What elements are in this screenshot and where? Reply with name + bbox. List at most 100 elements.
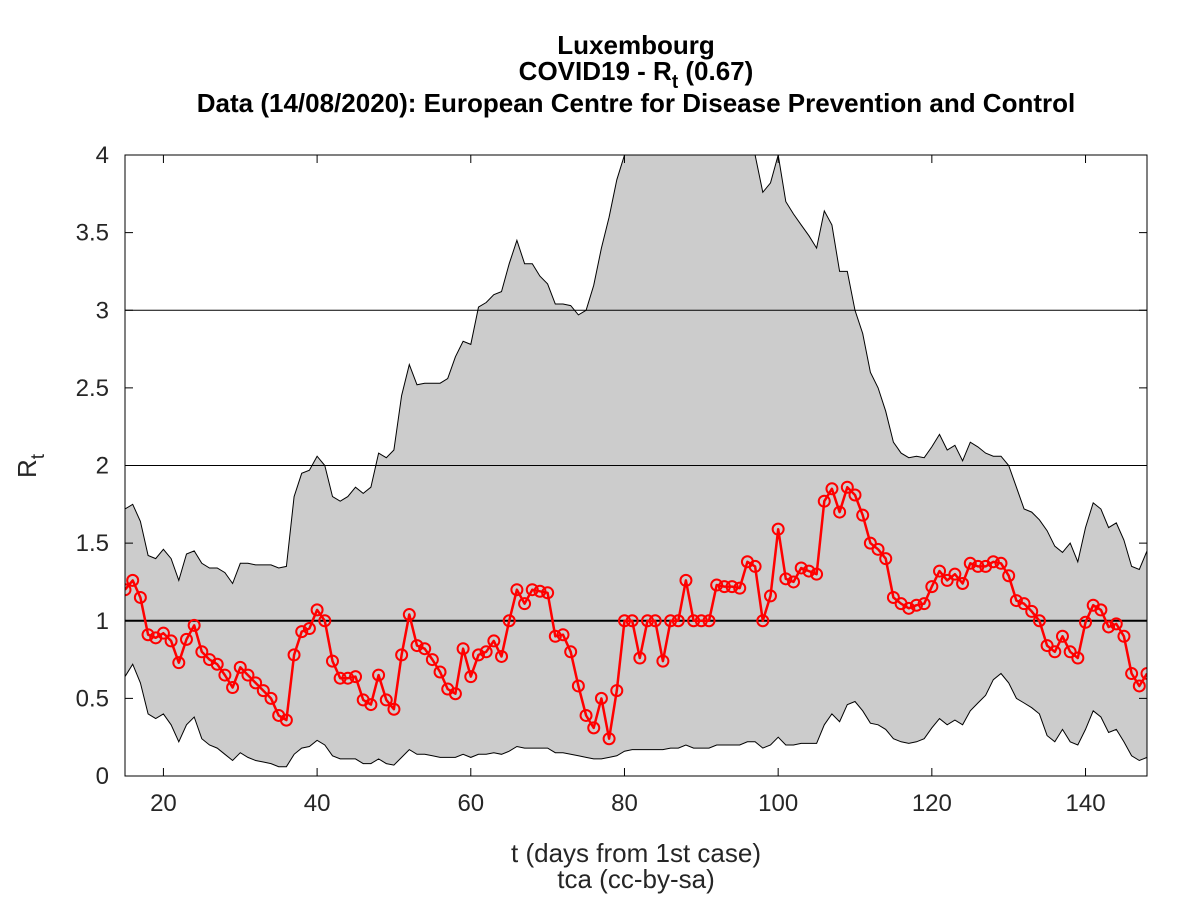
data-point [525,583,539,597]
data-point [256,684,270,698]
data-point [748,559,762,573]
data-point [479,645,493,659]
chart-source-line: Data (14/08/2020): European Centre for D… [197,88,1075,118]
y-tick-label: 2.5 [76,375,109,402]
x-tick-label: 20 [150,790,177,817]
data-point [333,671,347,685]
data-point [679,573,693,587]
data-point [210,657,224,671]
data-point [295,625,309,639]
data-point [833,505,847,519]
data-point [1109,617,1123,631]
data-point [940,573,954,587]
data-point [471,648,485,662]
data-point [518,597,532,611]
data-point [817,494,831,508]
data-point [587,721,601,735]
data-point [671,614,685,628]
data-point [502,614,516,628]
data-point [533,584,547,598]
data-point [395,648,409,662]
data-point [487,634,501,648]
data-point [602,732,616,746]
data-point [771,522,785,536]
data-point [963,556,977,570]
data-point [318,614,332,628]
data-point [871,542,885,556]
data-point [633,651,647,665]
data-point [733,581,747,595]
data-point [279,713,293,727]
data-point [625,614,639,628]
rt-series-line [125,485,1147,740]
data-point [264,691,278,705]
data-point [879,552,893,566]
x-tick-label: 80 [611,790,638,817]
band-upper-edge [125,155,1147,585]
data-point [372,668,386,682]
band-lower-edge [125,663,1147,768]
rt-series-markers [125,480,1147,746]
data-point [1140,667,1147,681]
data-point [1025,604,1039,618]
data-point [1071,651,1085,665]
data-point [172,656,186,670]
data-point [1102,620,1116,634]
data-point [986,555,1000,569]
data-point [156,626,170,640]
data-point [126,573,140,587]
y-tick-label: 1.5 [76,530,109,557]
data-point [325,654,339,668]
x-axis-ticks: 20 40 60 80 100 120 140 [150,155,1106,817]
data-point [141,628,155,642]
reference-lines [125,309,1147,622]
y-tick-label: 3 [96,297,109,324]
data-point [402,608,416,622]
plot-area: 20 40 60 80 100 120 140 0 0.5 1 1.5 2 2.5 3 3.5 4 [76,142,1148,817]
data-point [1002,569,1016,583]
data-point [133,590,147,604]
data-point [717,580,731,594]
y-tick-label: 4 [96,142,109,169]
data-point [948,567,962,581]
data-point [310,603,324,617]
x-axis-label: t (days from 1st case) [511,838,761,868]
x-tick-label: 60 [457,790,484,817]
data-point [886,590,900,604]
data-point [825,482,839,496]
data-point [617,614,631,628]
data-point [495,649,509,663]
data-point [379,693,393,707]
data-point [349,670,363,684]
data-point [756,614,770,628]
y-axis-ticks: 0 0.5 1 1.5 2 2.5 3 3.5 4 [76,142,1147,790]
x-tick-label: 120 [912,790,952,817]
data-point [125,583,132,597]
data-point [840,480,854,494]
data-point [179,632,193,646]
chart-title: Luxembourg [557,30,714,60]
data-point [641,614,655,628]
data-point [648,614,662,628]
data-point [218,668,232,682]
data-point [418,642,432,656]
x-tick-label: 140 [1066,790,1106,817]
data-point [925,580,939,594]
data-point [195,645,209,659]
data-point [448,687,462,701]
data-point [410,639,424,653]
data-point [909,598,923,612]
data-point [902,601,916,615]
data-point [1009,594,1023,608]
data-point [1032,614,1046,628]
data-point [863,536,877,550]
data-point [556,628,570,642]
data-point [664,614,678,628]
confidence-band [125,155,1147,767]
data-point [510,583,524,597]
data-point [564,645,578,659]
data-point [710,578,724,592]
data-point [233,660,247,674]
data-point [433,665,447,679]
y-axis-label: Rt [12,453,49,478]
